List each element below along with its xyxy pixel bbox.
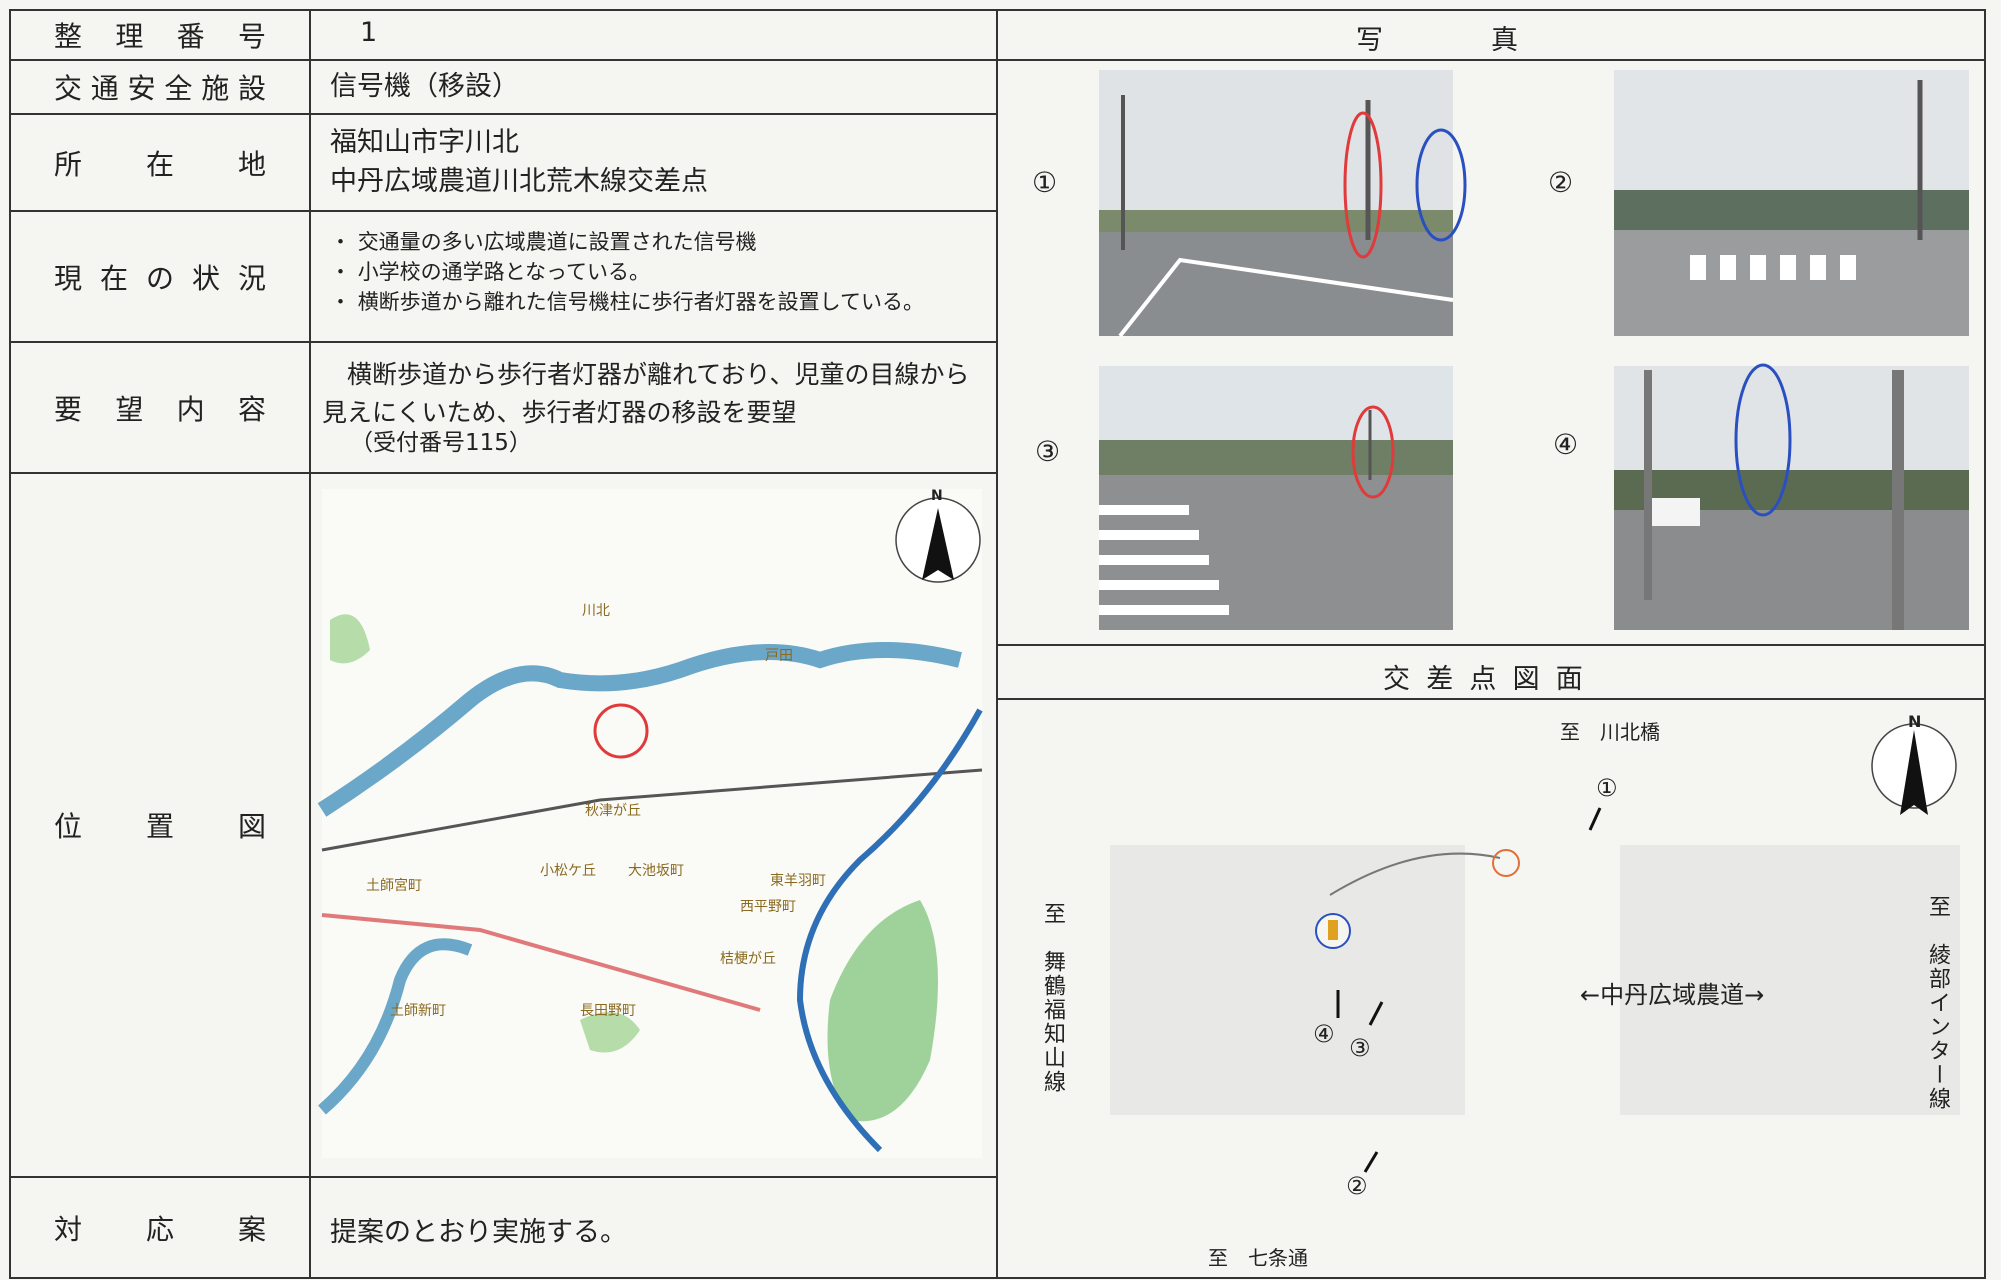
photo-4: [1614, 363, 1969, 630]
status-line: 交通量の多い広域農道に設置された信号機: [357, 230, 757, 254]
table-lines: [9, 9, 1986, 1279]
label-text: 対応案: [54, 1212, 266, 1246]
view-marker: ④: [1313, 1020, 1335, 1048]
direction-label: 至 川北橋: [1560, 720, 1660, 744]
photo-2: [1614, 70, 1969, 336]
direction-label: 至 舞鶴福知山線: [1040, 902, 1065, 1094]
map-label: 長田野町: [580, 1003, 636, 1019]
label-text: 現在の状況: [54, 261, 266, 295]
row-value: ・ 横断歩道から離れた信号機柱に歩行者灯器を設置している。: [330, 290, 925, 314]
photos: [1099, 70, 1969, 630]
row-value: 1: [360, 17, 378, 48]
map-label: 秋津が丘: [585, 803, 641, 819]
row-value: ・ 交通量の多い広域農道に設置された信号機: [330, 230, 757, 254]
row-label: 対応案: [10, 1177, 310, 1278]
row-label: 交通安全施設: [10, 60, 310, 114]
view-marker: ③: [1349, 1034, 1371, 1062]
north-label: N: [1908, 712, 1922, 731]
diagram-title: 交差点図面: [1383, 664, 1599, 695]
map-label: 大池坂町: [628, 863, 684, 879]
row-label: 要望内容: [10, 342, 310, 473]
row-value: 福知山市字川北: [330, 127, 519, 158]
map-label: 桔梗が丘: [720, 951, 776, 967]
label-text: 交通安全施設: [54, 72, 266, 105]
direction-label: 至 綾部インター線: [1925, 895, 1950, 1111]
label-text: 位置図: [54, 810, 266, 843]
row-label: 整理番号: [10, 10, 310, 60]
view-marker: ①: [1596, 774, 1618, 802]
photo-3: [1099, 366, 1453, 630]
row-value: ・ 小学校の通学路となっている。: [330, 260, 651, 284]
row-label: 現在の状況: [10, 211, 310, 342]
road-label: ←中丹広域農道→: [1580, 981, 1765, 1009]
row-value: 信号機（移設）: [330, 71, 519, 102]
map-label: 川北: [582, 603, 610, 619]
row-value: （受付番号115）: [350, 430, 532, 456]
location-map: [317, 489, 983, 1158]
map-label: 土師宮町: [366, 878, 422, 894]
row-value: 横断歩道から歩行者灯器が離れており、児童の目線から見えにくいため、歩行者灯器の移…: [322, 360, 970, 427]
map-label: 土師新町: [390, 1003, 446, 1019]
photo-1: [1099, 70, 1467, 338]
row-label: 所在地: [10, 114, 310, 211]
map-label: 西平野町: [740, 899, 796, 915]
status-line: 横断歩道から離れた信号機柱に歩行者灯器を設置している。: [357, 290, 925, 314]
direction-label: 至 七条通: [1208, 1246, 1308, 1270]
intersection-diagram: [1110, 723, 1960, 1173]
photo-label: ①: [1032, 166, 1058, 199]
label-text: 所在地: [54, 147, 266, 181]
map-label: 東羊羽町: [770, 873, 826, 889]
row-value: 中丹広域農道川北荒木線交差点: [330, 166, 708, 197]
title-text: 写真: [1356, 25, 1626, 56]
photo-label: ④: [1553, 428, 1579, 461]
row-value: 提案のとおり実施する。: [330, 1217, 627, 1248]
map-label: 戸田: [765, 648, 793, 664]
map-label: 小松ケ丘: [540, 863, 596, 879]
label-text: 整理番号: [54, 20, 266, 53]
map-north: N: [931, 488, 943, 504]
view-marker: ②: [1346, 1172, 1368, 1200]
photo-label: ③: [1035, 435, 1061, 468]
photos-title: 写真: [997, 18, 1985, 57]
photo-label: ②: [1548, 166, 1574, 199]
row-label: 位置図: [10, 473, 310, 1177]
status-line: 小学校の通学路となっている。: [357, 260, 651, 284]
label-text: 要望内容: [54, 392, 266, 426]
